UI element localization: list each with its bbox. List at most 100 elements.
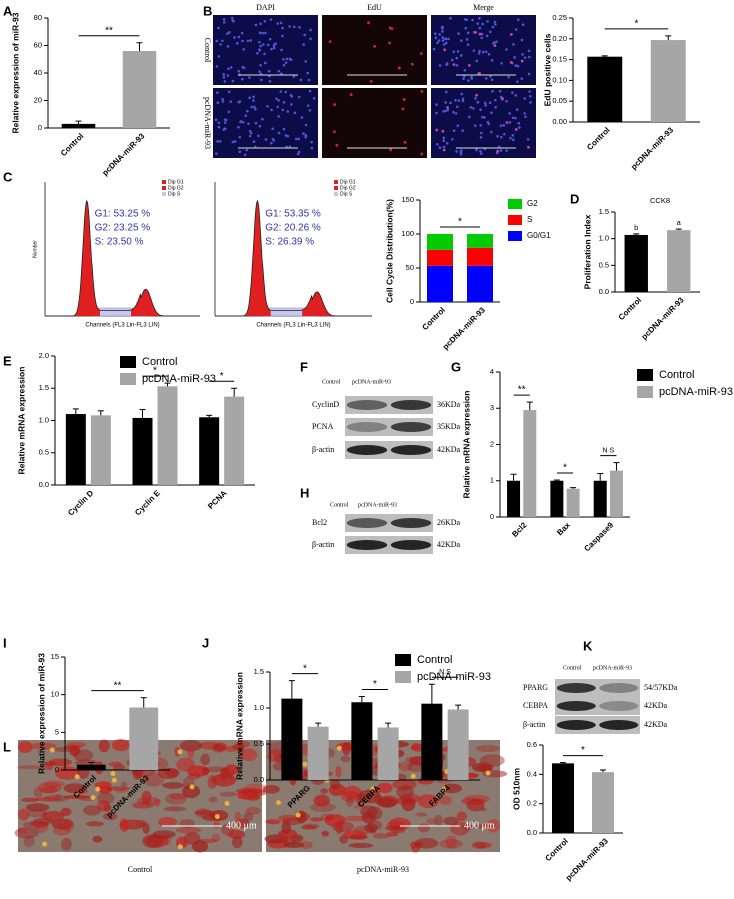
nucleus bbox=[233, 140, 237, 143]
x-tick-label: PCNA bbox=[206, 488, 229, 511]
significance-label: * bbox=[303, 663, 307, 674]
nucleus bbox=[231, 140, 235, 144]
lipid-stain bbox=[141, 790, 152, 805]
lipid-stain bbox=[194, 810, 215, 816]
nucleus bbox=[277, 69, 281, 73]
significance-label: * bbox=[581, 745, 585, 756]
x-tick-label: pcDNA-miR-93 bbox=[629, 125, 675, 171]
edu-spot bbox=[527, 145, 530, 149]
nucleus bbox=[514, 116, 517, 120]
protein-label: β-actin bbox=[523, 720, 545, 729]
nucleus bbox=[280, 72, 283, 75]
edu-spot bbox=[446, 106, 450, 109]
protein-label: β-actin bbox=[312, 445, 334, 454]
legend-swatch bbox=[334, 186, 338, 190]
edu-spot bbox=[335, 143, 339, 147]
lipid-stain bbox=[313, 794, 330, 807]
x-tick-label: Cyclin D bbox=[66, 488, 95, 517]
nucleus bbox=[238, 135, 242, 139]
size-label: 42KDa bbox=[644, 701, 668, 710]
nucleus bbox=[467, 79, 470, 82]
edu-spot bbox=[410, 62, 414, 66]
nucleus bbox=[467, 115, 471, 119]
nucleus bbox=[444, 101, 447, 104]
nucleus bbox=[272, 46, 276, 50]
nucleus bbox=[444, 109, 448, 113]
edu-spot bbox=[333, 130, 336, 134]
bar bbox=[122, 51, 157, 128]
nucleus bbox=[285, 57, 289, 61]
nucleus bbox=[252, 99, 255, 102]
nucleus bbox=[226, 74, 230, 77]
lipid-droplet bbox=[189, 784, 195, 790]
y-tick-label: 0.0 bbox=[527, 828, 537, 837]
y-tick-label: 1 bbox=[490, 476, 494, 485]
nucleus bbox=[277, 131, 281, 135]
lipid-droplet bbox=[275, 800, 281, 806]
y-tick-label: 60 bbox=[34, 40, 42, 49]
y-tick-label: 0.4 bbox=[527, 769, 537, 778]
nucleus bbox=[471, 18, 474, 22]
lipid-stain bbox=[48, 758, 73, 767]
nucleus bbox=[480, 36, 484, 40]
nucleus bbox=[249, 39, 253, 42]
bar bbox=[523, 410, 537, 517]
nucleus bbox=[474, 97, 477, 100]
lipid-stain bbox=[320, 788, 329, 794]
nucleus bbox=[310, 146, 314, 150]
nucleus bbox=[484, 77, 488, 80]
lipid-stain bbox=[438, 795, 452, 805]
y-tick-label: 0 bbox=[55, 765, 59, 774]
nucleus bbox=[516, 80, 519, 83]
bar-segment bbox=[467, 247, 493, 266]
nucleus bbox=[512, 138, 515, 142]
y-tick-label: 2 bbox=[490, 439, 494, 448]
nucleus bbox=[445, 62, 449, 65]
lipid-stain bbox=[232, 743, 245, 751]
lipid-stain bbox=[85, 821, 104, 827]
lipid-stain bbox=[179, 818, 195, 829]
nucleus bbox=[478, 49, 481, 53]
nucleus bbox=[309, 37, 312, 41]
lipid-stain bbox=[265, 819, 281, 825]
nucleus bbox=[216, 140, 219, 143]
nucleus bbox=[481, 22, 484, 26]
legend-swatch bbox=[162, 186, 166, 190]
nucleus bbox=[469, 106, 473, 109]
edu-spot bbox=[419, 52, 423, 55]
y-tick-label: 0 bbox=[38, 123, 42, 132]
edu-spot bbox=[441, 129, 445, 133]
legend-swatch bbox=[508, 199, 522, 209]
nucleus bbox=[466, 31, 470, 35]
lipid-stain bbox=[30, 742, 57, 750]
lipid-stain bbox=[169, 793, 188, 800]
protein-label: β-actin bbox=[312, 540, 334, 549]
nucleus bbox=[303, 33, 307, 37]
nucleus bbox=[217, 125, 221, 129]
lipid-stain bbox=[475, 823, 494, 829]
nucleus bbox=[528, 95, 532, 98]
nucleus bbox=[487, 52, 491, 56]
nucleus bbox=[241, 65, 245, 69]
lipid-droplet bbox=[49, 747, 55, 753]
significance-label: N.S bbox=[439, 669, 451, 676]
bar bbox=[65, 414, 86, 485]
y-tick-label: 0.15 bbox=[552, 55, 567, 64]
legend-swatch bbox=[334, 180, 338, 184]
nucleus bbox=[478, 16, 481, 20]
lipid-stain bbox=[414, 838, 439, 849]
nucleus bbox=[455, 56, 459, 60]
nucleus bbox=[520, 77, 524, 80]
nucleus bbox=[288, 57, 292, 61]
nucleus bbox=[263, 20, 267, 23]
nucleus bbox=[216, 101, 220, 104]
nucleus bbox=[221, 39, 224, 43]
x-tick-label: Bax bbox=[555, 520, 572, 537]
y-tick-label: 0.0 bbox=[254, 775, 264, 784]
bar bbox=[307, 726, 329, 780]
nucleus bbox=[508, 121, 512, 124]
nucleus bbox=[258, 40, 261, 44]
lipid-stain bbox=[486, 819, 501, 833]
edu-spot bbox=[401, 107, 405, 111]
bar bbox=[507, 480, 521, 517]
